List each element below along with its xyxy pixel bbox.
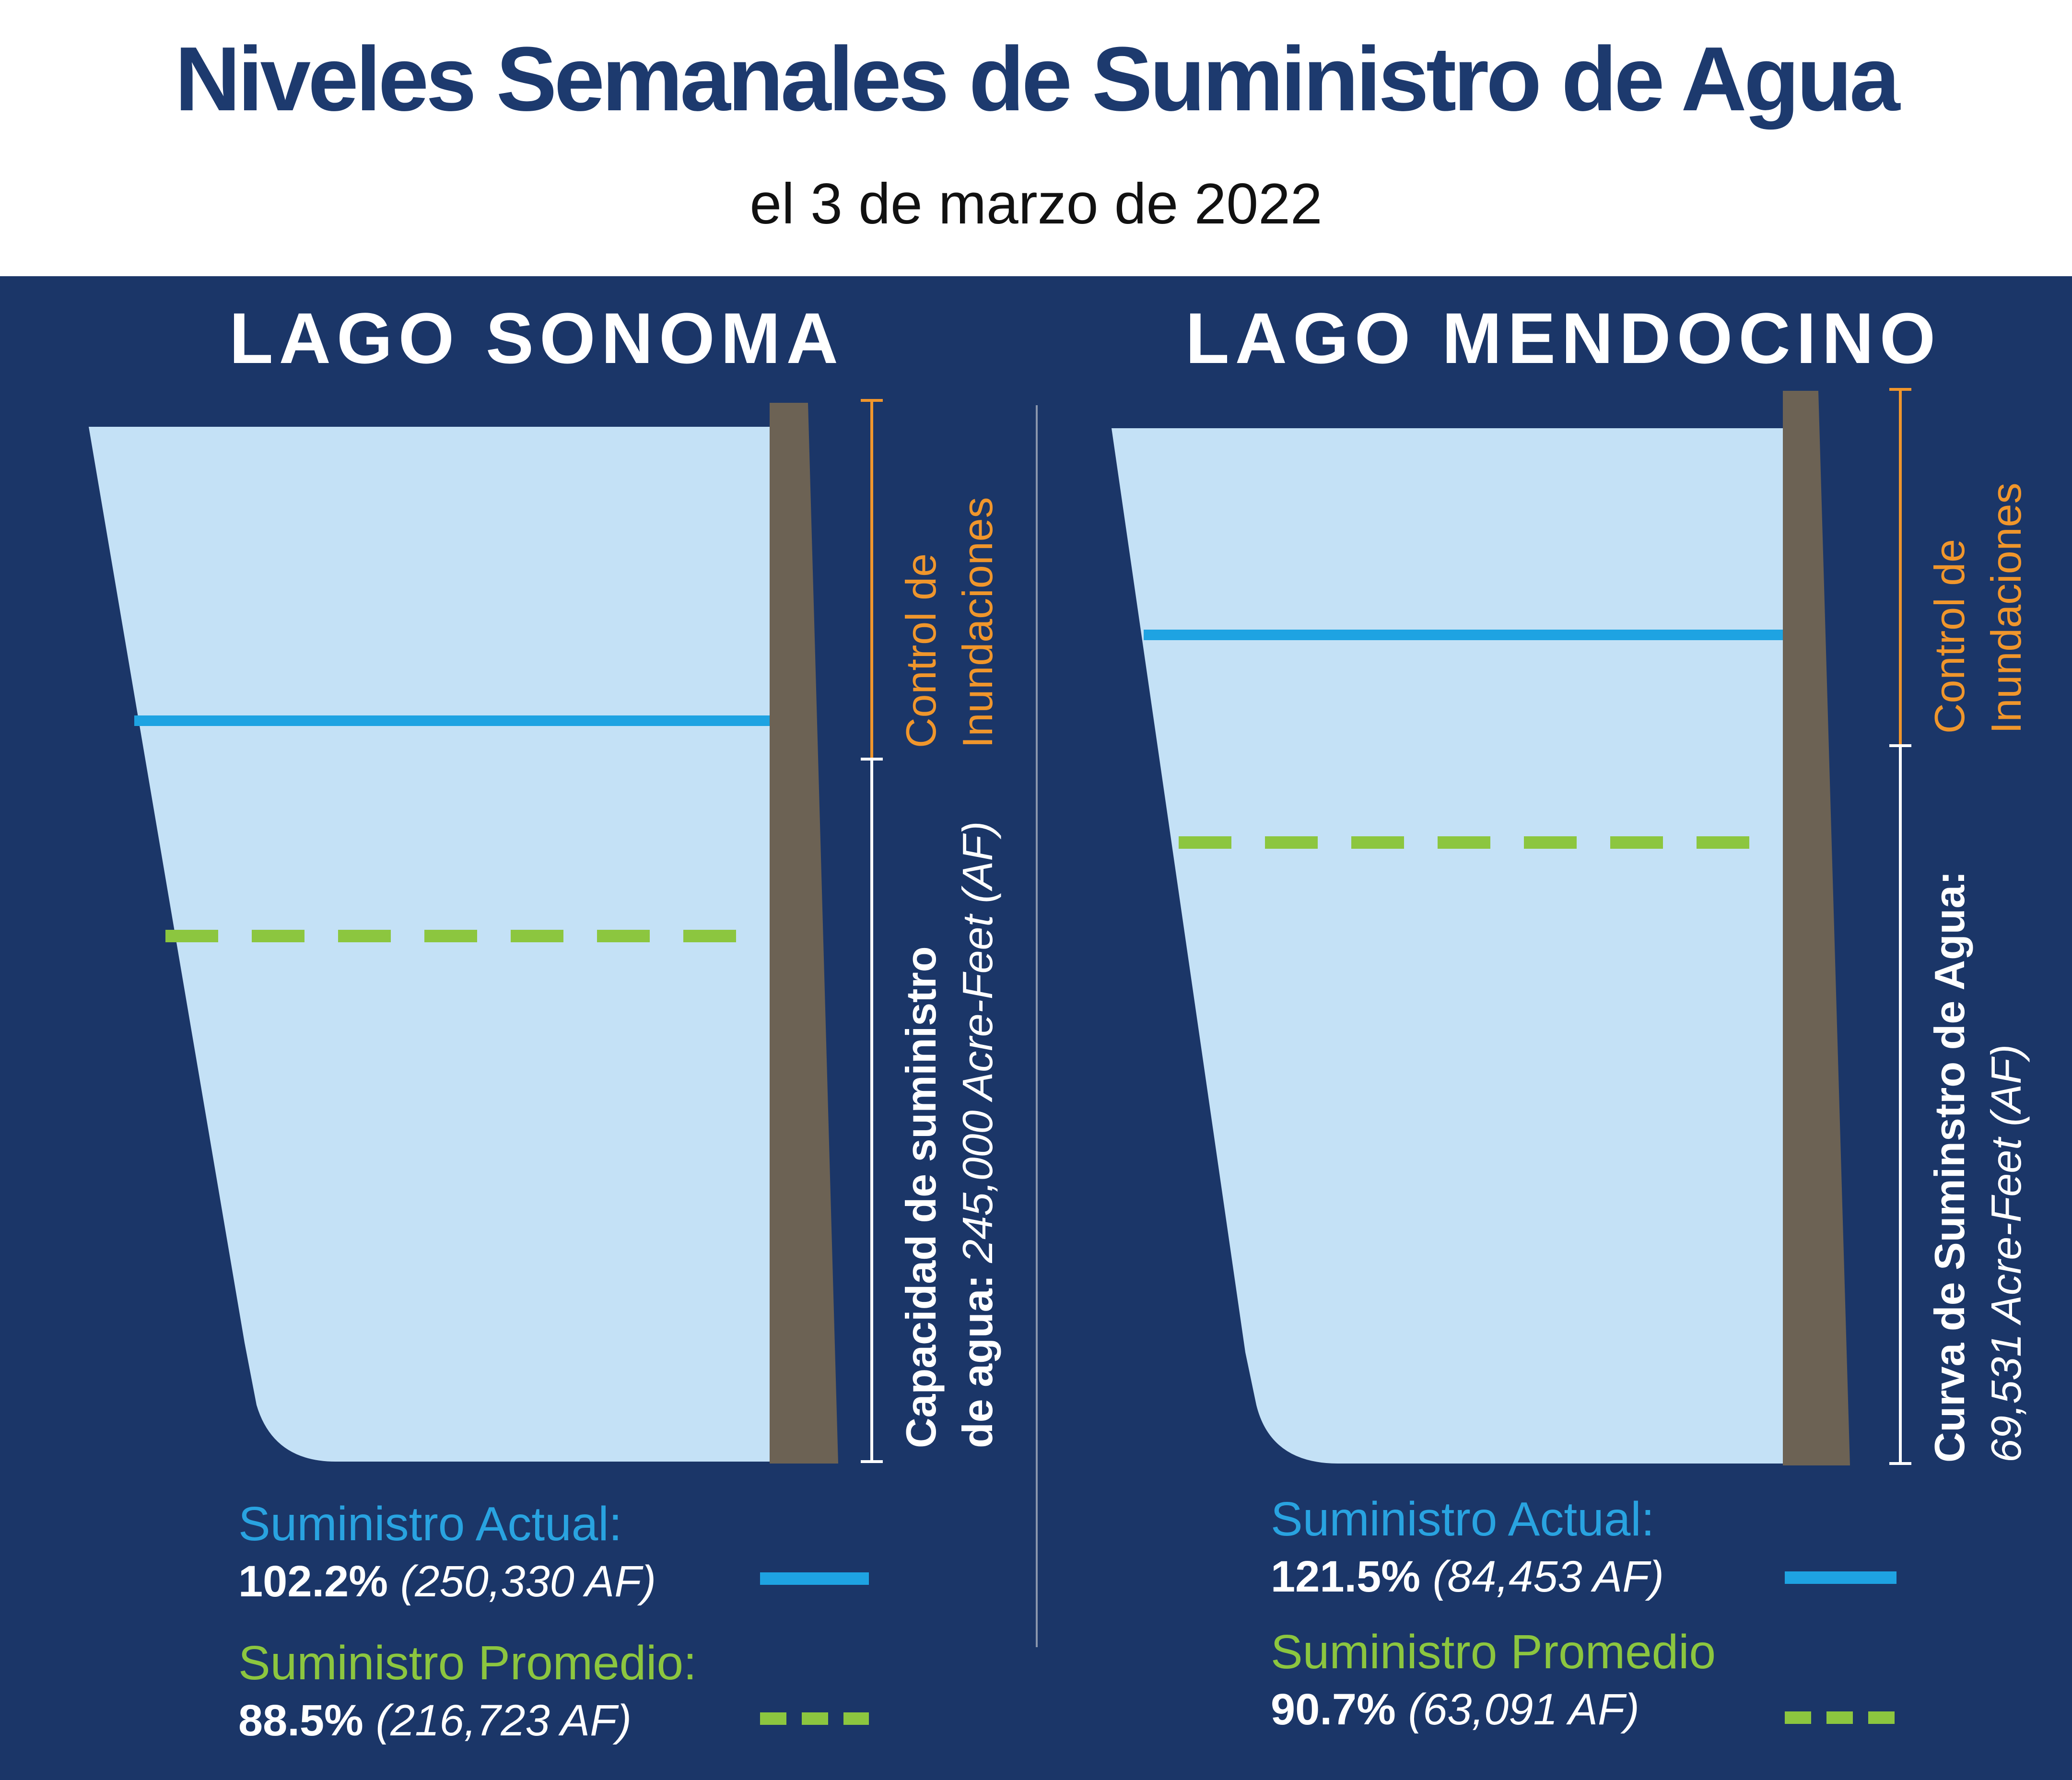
page-subtitle: el 3 de marzo de 2022 [749,172,1323,236]
legend-current-mendocino: Suministro Actual: 121.5% (84,453 AF) [1271,1495,1664,1599]
legend-average-value: 90.7% (63,091 AF) [1271,1685,1639,1734]
capacity-bracket-sonoma [861,758,883,1463]
flood-bracket-sonoma [861,399,883,759]
legend-current-value: 102.2% (250,330 AF) [238,1557,656,1606]
legend-average-value: 88.5% (216,723 AF) [238,1696,632,1745]
flood-bracket-mendocino [1889,388,1911,746]
lake-title-sonoma: LAGO SONOMA [229,298,844,378]
legend-current-label: Suministro Actual: [1271,1492,1655,1546]
dam-sonoma [770,403,838,1464]
page-title: Niveles Semanales de Suministro de Agua [175,28,1900,130]
water-body-mendocino [1112,428,1783,1464]
panel-divider [1036,405,1038,1647]
legend-average-label: Suministro Promedio: [238,1636,697,1690]
capacity-label-sonoma: Capacidad de suministro de agua: 245,000… [897,821,1001,1448]
legend-average-mendocino: Suministro Promedio 90.7% (63,091 AF) [1271,1628,1716,1732]
legend-current-value: 121.5% (84,453 AF) [1271,1552,1664,1601]
lake-title-mendocino: LAGO MENDOCINO [1185,298,1942,378]
dam-mendocino [1783,391,1850,1465]
header: Niveles Semanales de Suministro de Agua … [0,0,2072,279]
water-body-sonoma [89,427,770,1462]
legend-current-sonoma: Suministro Actual: 102.2% (250,330 AF) [238,1500,656,1604]
legend-current-label: Suministro Actual: [238,1497,622,1551]
flood-control-label-mendocino: Control de Inundaciones [1926,482,2030,734]
flood-control-label-sonoma: Control de Inundaciones [897,497,1001,748]
capacity-bracket-mendocino [1889,744,1911,1465]
legend-average-label: Suministro Promedio [1271,1625,1716,1679]
legend-average-sonoma: Suministro Promedio: 88.5% (216,723 AF) [238,1639,697,1743]
capacity-label-mendocino: Curva de Suminstro de Agua: 69,531 Acre-… [1926,871,2030,1463]
